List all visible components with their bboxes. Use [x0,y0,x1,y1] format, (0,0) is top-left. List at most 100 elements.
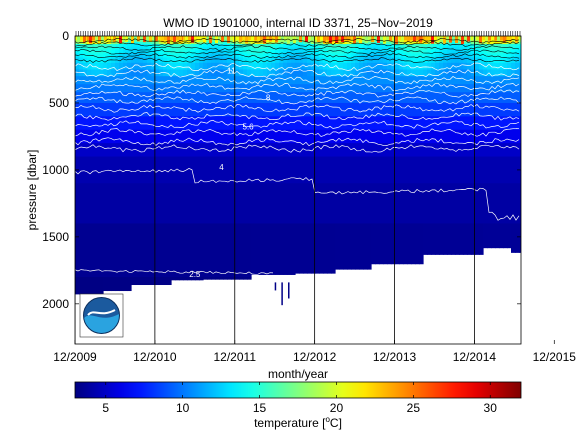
field-cell [343,53,348,59]
field-cell [299,69,304,77]
field-cell [519,92,521,104]
field-cell [283,143,288,158]
field-cell [183,143,188,158]
field-cell [379,76,384,85]
field-cell [207,92,212,104]
field-cell [191,84,196,93]
field-cell [503,129,508,144]
field-cell [403,76,408,85]
field-cell [311,92,316,104]
field-cell [251,156,256,184]
field-cell [147,129,152,144]
field-cell [511,129,516,144]
field-cell [111,57,116,64]
field-cell [487,116,492,131]
field-cell [135,129,140,144]
field-cell [503,143,508,158]
field-cell [495,156,500,184]
field-cell [215,92,220,104]
field-cell [151,46,156,50]
field-cell [355,44,360,48]
field-cell [239,102,244,117]
field-cell [379,53,384,59]
field-cell [219,49,224,55]
field-cell [279,223,284,275]
field-cell [379,46,384,50]
field-cell [335,76,340,85]
field-cell [187,46,192,50]
field-cell [259,129,264,144]
field-cell [427,129,432,144]
surface-patch [281,36,284,44]
field-cell [427,92,432,104]
field-cell [355,223,360,270]
field-cell [239,143,244,158]
field-cell [355,49,360,55]
field-cell [251,183,256,225]
field-cell [131,84,136,93]
field-cell [495,49,500,55]
field-cell [243,62,248,71]
field-cell [155,129,160,144]
field-cell [191,76,196,85]
field-cell [467,57,472,64]
field-cell [335,92,340,104]
field-cell [363,42,368,45]
field-cell [115,42,120,45]
field-cell [203,223,208,278]
field-cell [259,143,264,158]
field-cell [139,102,144,117]
field-cell [215,223,220,278]
field-cell [119,84,124,93]
field-cell [447,183,452,225]
field-cell [79,92,84,104]
field-cell [179,84,184,93]
field-cell [471,116,476,131]
field-cell [511,92,516,104]
field-cell [419,183,424,225]
field-cell [79,69,84,77]
field-cell [167,129,172,144]
field-cell [211,46,216,50]
field-cell [331,156,336,184]
field-cell [175,53,180,59]
field-cell [247,69,252,77]
field-cell [503,42,508,45]
field-cell [307,49,312,55]
field-cell [499,143,504,158]
field-cell [271,143,276,158]
colorbar-label-end: C] [330,416,342,430]
white-isotherm [75,82,520,92]
field-cell [511,143,516,158]
field-cell [203,277,208,280]
field-cell [339,92,344,104]
field-cell [371,223,376,265]
field-cell [467,223,472,255]
field-cell [87,49,92,55]
field-cell [495,183,500,225]
field-cell [87,183,92,225]
field-cell [487,36,492,38]
field-cell [443,92,448,104]
field-cell [303,53,308,59]
field-cell [199,102,204,117]
field-cell [383,57,388,64]
field-cell [311,183,316,225]
field-cell [307,57,312,64]
field-cell [339,143,344,158]
field-cell [479,53,484,59]
field-cell [459,223,464,255]
field-cell [415,46,420,50]
field-cell [139,116,144,131]
field-cell [367,156,372,184]
field-cell [175,46,180,50]
field-cell [191,116,196,131]
field-cell [175,76,180,85]
field-cell [495,102,500,117]
field-cell [295,129,300,144]
field-cell [207,129,212,144]
field-cell [383,92,388,104]
field-cell [343,116,348,131]
field-cell [463,46,468,50]
field-cell [407,92,412,104]
